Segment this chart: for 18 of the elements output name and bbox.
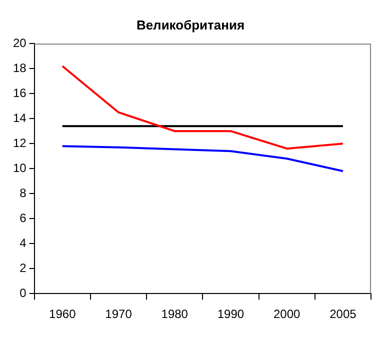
y-tick-label: 2 xyxy=(20,260,27,275)
x-tick-label: 1960 xyxy=(49,307,76,322)
x-tick-label: 1970 xyxy=(105,307,132,322)
y-tick-label: 10 xyxy=(12,160,27,175)
y-tick-label: 4 xyxy=(20,236,27,250)
y-tick-label: 12 xyxy=(12,136,27,150)
y-tick-label: 16 xyxy=(12,86,27,100)
chart-title: Великобритания xyxy=(136,17,245,32)
y-tick-label: 8 xyxy=(20,186,27,200)
y-tick-label: 18 xyxy=(12,60,27,75)
x-tick-label: 2000 xyxy=(273,307,301,322)
y-tick-label: 0 xyxy=(20,286,27,300)
y-tick-label: 20 xyxy=(12,36,27,50)
x-tick-label: 1980 xyxy=(161,307,188,322)
y-tick-label: 6 xyxy=(20,210,27,225)
x-tick-label: 1990 xyxy=(217,307,244,322)
y-tick-label: 14 xyxy=(12,110,27,125)
x-tick-label: 2005 xyxy=(330,307,357,322)
